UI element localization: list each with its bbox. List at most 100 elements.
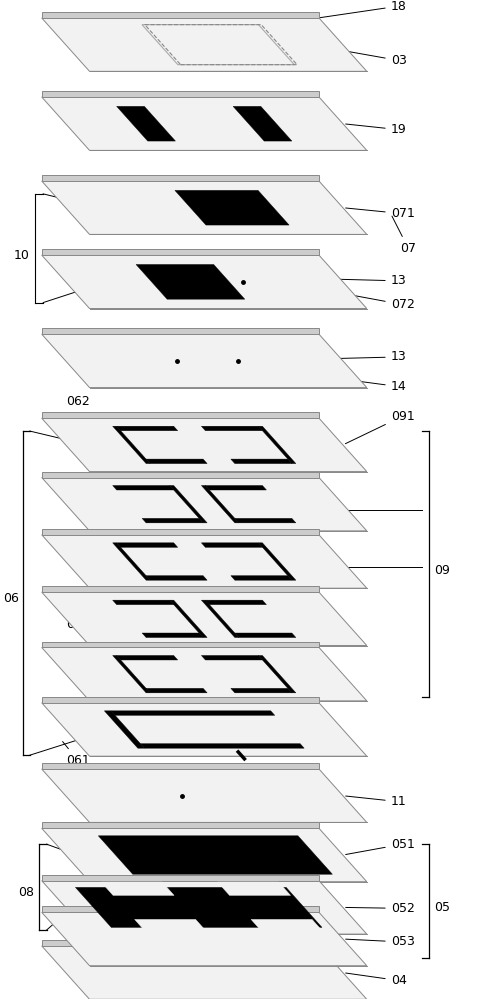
Text: 052: 052 bbox=[346, 902, 414, 915]
Polygon shape bbox=[42, 592, 367, 646]
Polygon shape bbox=[112, 600, 174, 605]
Polygon shape bbox=[202, 486, 239, 523]
Text: 15: 15 bbox=[93, 770, 179, 795]
Text: 11: 11 bbox=[346, 795, 407, 808]
Polygon shape bbox=[134, 919, 207, 933]
Polygon shape bbox=[42, 181, 367, 234]
Polygon shape bbox=[169, 486, 207, 523]
Polygon shape bbox=[42, 703, 367, 756]
Polygon shape bbox=[146, 688, 207, 693]
Text: 08: 08 bbox=[19, 886, 35, 899]
Polygon shape bbox=[42, 586, 319, 592]
Text: 061: 061 bbox=[63, 742, 90, 767]
Polygon shape bbox=[235, 633, 296, 638]
Polygon shape bbox=[233, 106, 292, 141]
Polygon shape bbox=[101, 882, 174, 895]
Polygon shape bbox=[206, 600, 266, 605]
Polygon shape bbox=[259, 543, 296, 580]
Polygon shape bbox=[42, 642, 319, 647]
Polygon shape bbox=[259, 655, 296, 693]
Polygon shape bbox=[42, 822, 319, 828]
Polygon shape bbox=[136, 264, 245, 299]
Text: 071: 071 bbox=[346, 207, 414, 220]
Polygon shape bbox=[112, 486, 174, 490]
Polygon shape bbox=[42, 828, 367, 882]
Text: 12: 12 bbox=[68, 360, 90, 373]
Text: 09: 09 bbox=[434, 564, 450, 577]
Text: 19: 19 bbox=[346, 123, 407, 136]
Polygon shape bbox=[111, 711, 275, 715]
Polygon shape bbox=[42, 478, 367, 531]
Polygon shape bbox=[42, 940, 319, 946]
Polygon shape bbox=[117, 106, 175, 141]
Polygon shape bbox=[42, 97, 367, 150]
Polygon shape bbox=[42, 91, 319, 97]
Polygon shape bbox=[42, 175, 319, 181]
Text: 081: 081 bbox=[68, 838, 109, 854]
Text: 10: 10 bbox=[14, 249, 30, 262]
Text: 18: 18 bbox=[248, 0, 407, 28]
Polygon shape bbox=[218, 882, 291, 895]
Polygon shape bbox=[175, 190, 289, 225]
Text: 053: 053 bbox=[346, 935, 414, 948]
Polygon shape bbox=[42, 529, 319, 535]
Polygon shape bbox=[42, 334, 367, 388]
Polygon shape bbox=[42, 412, 319, 418]
Text: 101: 101 bbox=[66, 182, 90, 205]
Polygon shape bbox=[112, 655, 150, 693]
Text: 051: 051 bbox=[346, 838, 414, 855]
Polygon shape bbox=[42, 535, 367, 588]
Text: 063: 063 bbox=[66, 618, 90, 631]
Text: 05: 05 bbox=[434, 901, 450, 914]
Polygon shape bbox=[42, 946, 367, 999]
Polygon shape bbox=[42, 255, 367, 309]
Polygon shape bbox=[104, 711, 145, 748]
Polygon shape bbox=[116, 655, 178, 660]
Polygon shape bbox=[42, 697, 319, 703]
Text: 13: 13 bbox=[245, 350, 407, 363]
Polygon shape bbox=[116, 543, 178, 547]
Polygon shape bbox=[146, 576, 207, 580]
Polygon shape bbox=[42, 647, 367, 701]
Polygon shape bbox=[231, 688, 292, 693]
Polygon shape bbox=[231, 459, 292, 464]
Polygon shape bbox=[235, 518, 296, 523]
Polygon shape bbox=[42, 912, 367, 966]
Polygon shape bbox=[42, 249, 319, 255]
Text: 13: 13 bbox=[251, 274, 407, 287]
Polygon shape bbox=[42, 418, 367, 472]
Polygon shape bbox=[202, 543, 262, 547]
Polygon shape bbox=[116, 426, 178, 431]
Text: 03: 03 bbox=[346, 51, 407, 67]
Polygon shape bbox=[75, 887, 322, 927]
Text: 091: 091 bbox=[345, 410, 414, 444]
Polygon shape bbox=[251, 919, 324, 933]
Text: 062: 062 bbox=[66, 395, 90, 437]
Polygon shape bbox=[231, 576, 292, 580]
Polygon shape bbox=[98, 836, 332, 874]
Polygon shape bbox=[42, 18, 367, 71]
Polygon shape bbox=[42, 12, 319, 18]
Polygon shape bbox=[169, 600, 207, 638]
Text: 04: 04 bbox=[346, 973, 407, 987]
Polygon shape bbox=[259, 426, 296, 464]
Text: 14: 14 bbox=[245, 366, 407, 393]
Text: 07: 07 bbox=[392, 216, 416, 255]
Polygon shape bbox=[142, 518, 203, 523]
Polygon shape bbox=[42, 472, 319, 478]
Text: 06: 06 bbox=[3, 592, 19, 605]
Polygon shape bbox=[112, 543, 150, 580]
Polygon shape bbox=[146, 459, 207, 464]
Polygon shape bbox=[202, 655, 262, 660]
Polygon shape bbox=[202, 426, 262, 431]
Polygon shape bbox=[42, 763, 319, 769]
Polygon shape bbox=[142, 633, 203, 638]
Polygon shape bbox=[112, 426, 150, 464]
Polygon shape bbox=[202, 600, 239, 638]
Text: 072: 072 bbox=[336, 292, 414, 311]
Polygon shape bbox=[140, 744, 304, 748]
Polygon shape bbox=[42, 328, 319, 334]
Polygon shape bbox=[42, 906, 319, 912]
Polygon shape bbox=[42, 769, 367, 822]
Polygon shape bbox=[42, 881, 367, 934]
